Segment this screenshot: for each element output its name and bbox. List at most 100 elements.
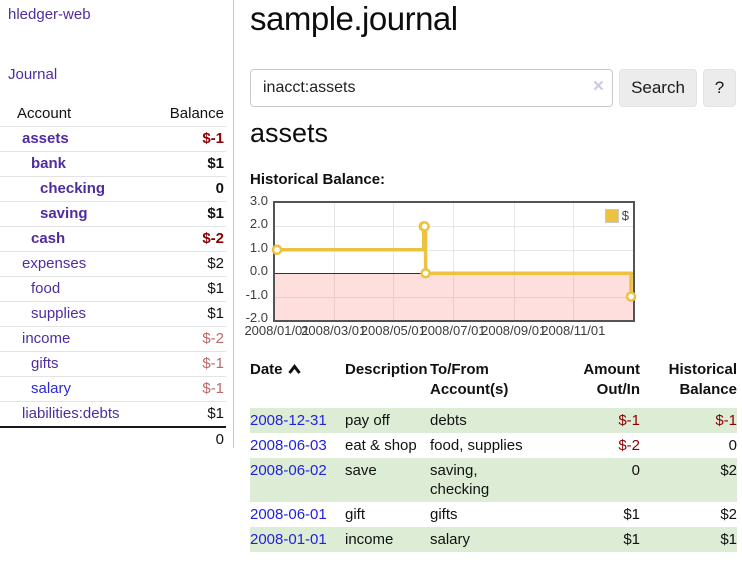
accounts-table: Account Balance assets $-1 bank $1 checking 0… — [0, 102, 226, 452]
y-axis-tick-label: 0.0 — [249, 263, 268, 279]
page-title: sample.journal — [250, 0, 458, 37]
transaction-accounts: debts — [430, 412, 467, 429]
account-name-cell: bank — [0, 151, 154, 177]
transaction-date-link[interactable]: 2008-12-31 — [250, 412, 327, 429]
transaction-amount: $1 — [623, 531, 640, 548]
account-balance: $1 — [153, 401, 226, 427]
gridline — [275, 296, 633, 298]
transaction-date-link[interactable]: 2008-06-03 — [250, 437, 327, 454]
data-point-marker — [625, 291, 637, 302]
accounts-total-row: 0 — [0, 426, 226, 452]
transaction-amount: 0 — [631, 462, 640, 479]
account-balance: $1 — [153, 151, 226, 177]
negative-region — [275, 273, 633, 320]
balance-line — [271, 221, 637, 302]
transaction-accounts: gifts — [430, 506, 458, 523]
account-link-gifts[interactable]: gifts — [31, 355, 59, 372]
amount-column-header: Amount Out/In — [583, 361, 640, 398]
data-point-marker — [271, 244, 283, 256]
x-axis-tick-label: 2008/01/01 — [244, 323, 310, 338]
transaction-balance: $1 — [720, 531, 737, 548]
account-balance: $1 — [153, 276, 226, 302]
account-link-cash[interactable]: cash — [31, 230, 66, 247]
account-link-liabilities-debts[interactable]: liabilities:debts — [22, 405, 120, 422]
account-link-checking[interactable]: checking — [40, 180, 106, 197]
transaction-accounts: saving, checking — [430, 462, 490, 498]
account-row: bank $1 — [0, 151, 226, 177]
legend-label: $ — [621, 208, 629, 223]
transaction-row: 2008-01-01 income salary $1 $1 — [250, 527, 737, 552]
transaction-amount: $-2 — [618, 437, 640, 454]
transaction-row: 2008-12-31 pay off debts $-1 $-1 — [250, 408, 737, 433]
account-balance: $-2 — [153, 326, 226, 352]
transaction-accounts: salary — [430, 531, 471, 548]
account-row: gifts $-1 — [0, 351, 226, 377]
account-balance: $1 — [153, 201, 226, 227]
account-link-food[interactable]: food — [31, 280, 61, 297]
search-form: × Search ? — [250, 69, 742, 107]
gridline — [333, 203, 335, 320]
account-row: expenses $2 — [0, 251, 226, 277]
sidebar-item-journal[interactable]: Journal — [8, 66, 58, 83]
account-balance: $-1 — [153, 351, 226, 377]
account-link-expenses[interactable]: expenses — [22, 255, 87, 272]
data-point-marker — [419, 221, 430, 232]
legend-swatch-icon — [604, 208, 619, 223]
account-name-cell: expenses — [0, 251, 154, 277]
x-axis-tick-label: 2008/11/01 — [541, 323, 606, 338]
account-name-cell: cash — [0, 226, 154, 252]
transaction-date-link[interactable]: 2008-06-01 — [250, 506, 327, 523]
gridline — [393, 203, 395, 320]
transaction-date-cell: 2008-06-02 — [250, 458, 345, 502]
account-balance: $-2 — [153, 226, 226, 252]
clear-search-icon[interactable]: × — [592, 76, 604, 97]
transaction-balance: $-1 — [715, 412, 737, 429]
accounts-total-value: 0 — [153, 426, 226, 452]
transaction-balance: 0 — [728, 437, 737, 454]
search-input[interactable] — [250, 69, 613, 107]
account-name-cell: checking — [0, 176, 154, 202]
transaction-description: income — [345, 531, 394, 548]
account-link-income[interactable]: income — [22, 330, 71, 347]
transaction-description: pay off — [345, 412, 390, 429]
transaction-balance: $2 — [720, 506, 737, 523]
account-balance: $-1 — [153, 376, 226, 402]
transaction-row: 2008-06-01 gift gifts $1 $2 — [250, 502, 737, 527]
main-content: sample.journal × Search ? assets Histori… — [244, 0, 742, 582]
account-link-salary[interactable]: salary — [31, 380, 72, 397]
x-axis-tick-label: 2008/05/01 — [360, 323, 426, 338]
transaction-date-link[interactable]: 2008-06-02 — [250, 462, 327, 479]
account-balance: 0 — [153, 176, 226, 202]
account-row: liabilities:debts $1 — [0, 401, 226, 427]
transaction-description: save — [345, 462, 377, 479]
search-button[interactable]: Search — [619, 69, 697, 107]
transaction-amount: $1 — [623, 506, 640, 523]
gridline — [573, 203, 575, 320]
date-column-header[interactable]: Date — [250, 358, 345, 408]
account-balance: $-1 — [202, 130, 224, 147]
accounts-column-header: To/From Account(s) — [430, 361, 509, 398]
chart-legend: $ — [604, 208, 629, 223]
transaction-date-link[interactable]: 2008-01-01 — [250, 531, 327, 548]
search-help-button[interactable]: ? — [703, 69, 736, 107]
accounts-total-spacer — [0, 426, 154, 452]
app-brand-link[interactable]: hledger-web — [8, 6, 91, 23]
y-axis-tick-label: -1.0 — [245, 286, 268, 302]
transaction-amount: $-1 — [618, 412, 640, 429]
transaction-date-cell: 2008-06-01 — [250, 502, 345, 527]
description-column-header: Description — [345, 361, 428, 378]
transaction-balance: $2 — [720, 462, 737, 479]
account-link-saving[interactable]: saving — [40, 205, 88, 222]
account-balance: $1 — [153, 301, 226, 327]
account-link-bank[interactable]: bank — [31, 155, 67, 172]
transaction-description: gift — [345, 506, 366, 523]
account-link-supplies[interactable]: supplies — [31, 305, 87, 322]
data-point-marker — [420, 267, 431, 279]
transaction-date-cell: 2008-01-01 — [250, 527, 345, 552]
transaction-date-cell: 2008-12-31 — [250, 408, 345, 433]
account-link-assets[interactable]: assets — [22, 130, 69, 147]
gridline — [275, 249, 633, 251]
account-row: saving $1 — [0, 201, 226, 227]
register-table: Date Description To/From Account(s) Amou… — [250, 358, 737, 552]
